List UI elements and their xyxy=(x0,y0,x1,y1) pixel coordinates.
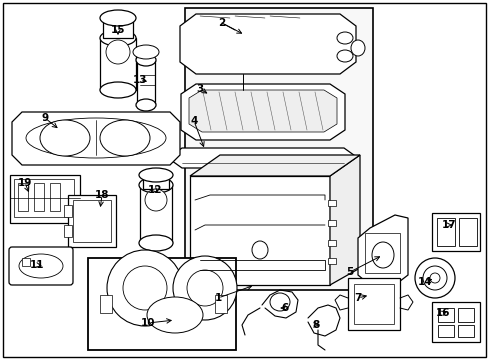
Ellipse shape xyxy=(251,241,267,259)
Ellipse shape xyxy=(26,118,165,158)
Text: 18: 18 xyxy=(95,190,109,200)
Bar xyxy=(22,258,30,266)
Ellipse shape xyxy=(19,254,63,278)
Bar xyxy=(68,195,116,247)
Bar xyxy=(64,205,72,217)
Ellipse shape xyxy=(100,30,136,46)
Polygon shape xyxy=(181,84,345,140)
Ellipse shape xyxy=(107,250,183,326)
Ellipse shape xyxy=(100,82,136,98)
Ellipse shape xyxy=(145,189,167,211)
Ellipse shape xyxy=(173,256,237,320)
Polygon shape xyxy=(168,148,357,168)
Text: 4: 4 xyxy=(190,116,197,126)
Ellipse shape xyxy=(422,266,446,290)
Bar xyxy=(437,325,453,337)
Ellipse shape xyxy=(239,88,246,98)
FancyBboxPatch shape xyxy=(9,247,73,285)
Ellipse shape xyxy=(147,297,203,333)
Polygon shape xyxy=(190,176,329,285)
Text: 2: 2 xyxy=(218,18,225,28)
Text: 13: 13 xyxy=(132,75,147,85)
Polygon shape xyxy=(357,215,407,285)
Ellipse shape xyxy=(139,235,173,251)
Bar xyxy=(347,278,399,330)
Bar xyxy=(18,183,28,211)
Ellipse shape xyxy=(371,242,393,268)
Bar xyxy=(431,302,479,342)
Bar xyxy=(457,308,473,322)
Ellipse shape xyxy=(139,168,173,182)
Text: 17: 17 xyxy=(441,220,455,230)
Bar xyxy=(73,200,111,242)
Text: 15: 15 xyxy=(110,25,125,35)
Text: 6: 6 xyxy=(281,303,288,313)
Bar xyxy=(142,175,169,189)
Ellipse shape xyxy=(336,50,352,62)
Bar xyxy=(437,308,453,322)
Text: 1: 1 xyxy=(214,293,221,303)
Bar xyxy=(140,185,172,243)
Bar xyxy=(64,225,72,237)
Ellipse shape xyxy=(269,293,289,311)
Text: 12: 12 xyxy=(147,185,162,195)
Ellipse shape xyxy=(336,32,352,44)
Bar xyxy=(184,8,372,290)
Ellipse shape xyxy=(186,270,223,306)
Ellipse shape xyxy=(136,99,156,111)
Text: 19: 19 xyxy=(18,178,32,188)
Ellipse shape xyxy=(139,177,173,193)
Polygon shape xyxy=(329,155,359,285)
Ellipse shape xyxy=(100,120,150,156)
Ellipse shape xyxy=(414,258,454,298)
Bar xyxy=(327,240,335,246)
Bar xyxy=(103,18,133,38)
Text: 7: 7 xyxy=(354,293,361,303)
Bar xyxy=(457,325,473,337)
Bar xyxy=(215,295,226,313)
Ellipse shape xyxy=(429,273,439,283)
Ellipse shape xyxy=(133,45,159,59)
Bar xyxy=(34,183,44,211)
Bar xyxy=(353,284,393,324)
Text: 10: 10 xyxy=(141,318,155,328)
Ellipse shape xyxy=(100,10,136,26)
Text: 9: 9 xyxy=(41,113,48,123)
Bar xyxy=(327,220,335,226)
Ellipse shape xyxy=(123,266,167,310)
Text: 5: 5 xyxy=(346,267,353,277)
Bar xyxy=(100,38,136,90)
Ellipse shape xyxy=(106,40,130,64)
Polygon shape xyxy=(190,155,359,176)
Text: 8: 8 xyxy=(312,320,319,330)
Bar xyxy=(327,258,335,264)
Text: 11: 11 xyxy=(30,260,44,270)
Text: 16: 16 xyxy=(435,308,449,318)
Ellipse shape xyxy=(136,54,156,66)
Bar xyxy=(436,218,454,246)
Bar xyxy=(14,179,74,217)
Text: 14: 14 xyxy=(417,277,431,287)
Text: 3: 3 xyxy=(196,84,203,94)
Polygon shape xyxy=(189,90,336,132)
Bar xyxy=(327,200,335,206)
Bar xyxy=(88,258,236,350)
Bar xyxy=(431,213,479,251)
Polygon shape xyxy=(180,14,355,74)
Bar xyxy=(364,233,399,273)
Ellipse shape xyxy=(40,120,90,156)
Polygon shape xyxy=(12,112,180,165)
Bar xyxy=(50,183,60,211)
Ellipse shape xyxy=(350,40,364,56)
Bar xyxy=(100,295,112,313)
Bar xyxy=(137,60,155,105)
Bar xyxy=(458,218,476,246)
Bar xyxy=(10,175,80,223)
